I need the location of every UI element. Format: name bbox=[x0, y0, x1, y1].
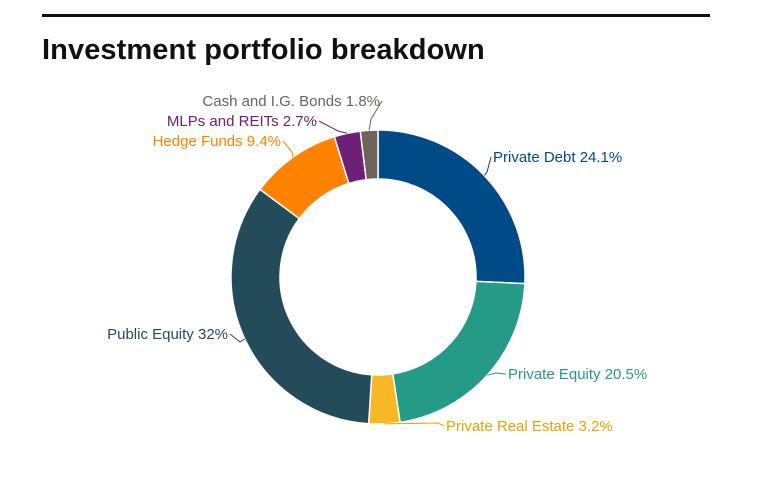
leader-hedge-funds bbox=[282, 140, 294, 158]
leader-private-debt bbox=[483, 156, 492, 176]
slice-labels: Private Debt 24.1% Private Equity 20.5% Pr… bbox=[107, 93, 647, 435]
leader-mlps-and-reits bbox=[318, 120, 348, 134]
slice-cash-and-i-g-bonds bbox=[359, 129, 379, 181]
label-private-real-estate: Private Real Estate 3.2% bbox=[446, 418, 613, 435]
label-private-debt: Private Debt 24.1% bbox=[493, 149, 622, 166]
label-private-equity: Private Equity 20.5% bbox=[508, 366, 647, 383]
slice-public-equity bbox=[230, 188, 373, 425]
label-leaders bbox=[229, 100, 507, 427]
slice-private-equity bbox=[391, 280, 526, 424]
label-mlps-and-reits: MLPs and REITs 2.7% bbox=[167, 113, 317, 130]
chart-title: Investment portfolio breakdown bbox=[42, 34, 485, 66]
leader-private-real-estate bbox=[384, 422, 445, 427]
leader-public-equity bbox=[229, 333, 245, 343]
donut-slices bbox=[230, 129, 526, 425]
label-hedge-funds: Hedge Funds 9.4% bbox=[153, 133, 281, 150]
leader-cash-and-i-g-bonds bbox=[368, 100, 383, 131]
label-cash-and-i-g-bonds: Cash and I.G. Bonds 1.8% bbox=[202, 93, 380, 110]
leader-private-equity bbox=[487, 372, 507, 376]
top-rule bbox=[42, 14, 710, 17]
label-public-equity: Public Equity 32% bbox=[107, 326, 228, 343]
